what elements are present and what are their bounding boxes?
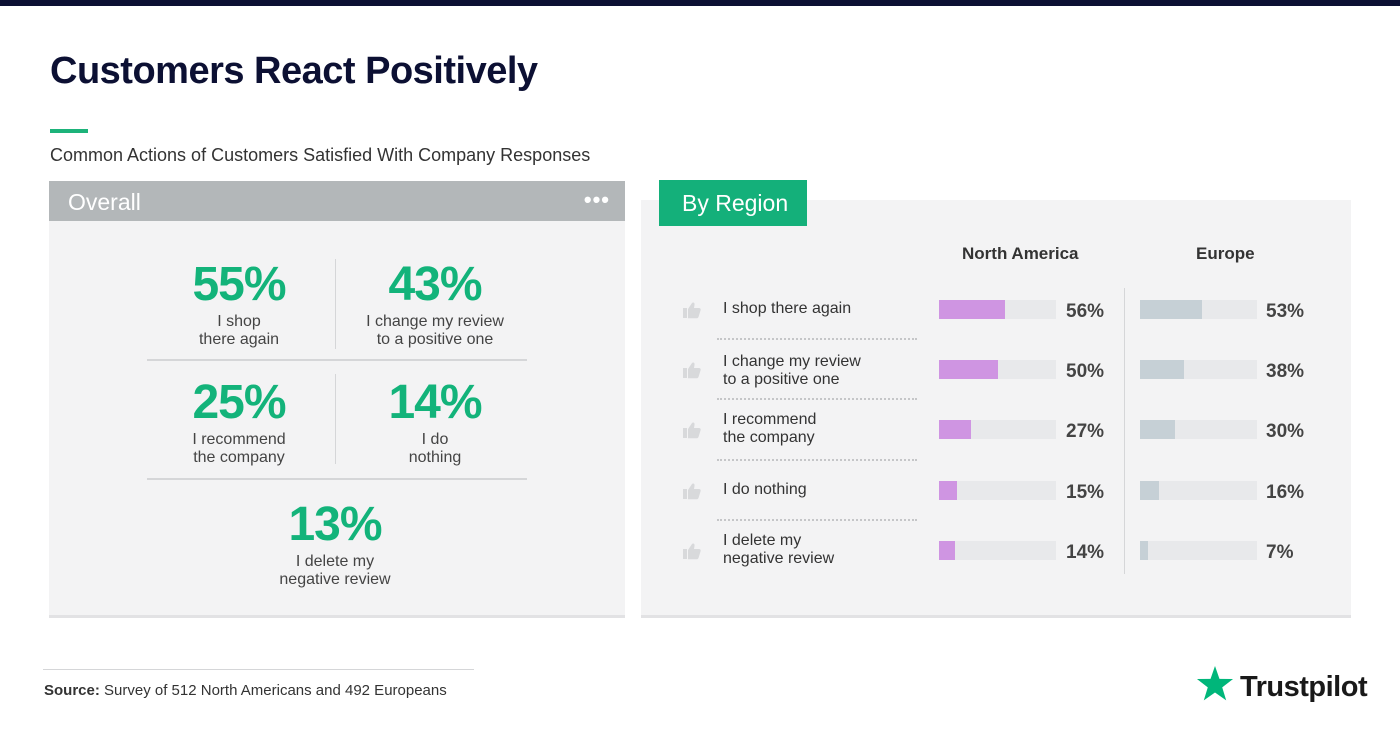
- bar-track: [939, 420, 1056, 439]
- more-options-icon[interactable]: •••: [583, 187, 610, 212]
- page-title: Customers React Positively: [50, 50, 538, 92]
- source-rule: [43, 669, 474, 670]
- source-note: Source: Survey of 512 North Americans an…: [44, 682, 447, 699]
- bar-track: [1140, 420, 1257, 439]
- column-divider: [1124, 288, 1125, 574]
- thumbs-up-icon: [683, 543, 701, 560]
- thumbs-up-icon: [683, 422, 701, 439]
- stat-value: 43%: [388, 258, 482, 311]
- thumbs-up-icon: [683, 483, 701, 500]
- stat-label: I delete my negative review: [279, 553, 391, 588]
- region-row-label: I do nothing: [723, 481, 807, 498]
- bar-track: [1140, 300, 1257, 319]
- europe-value: 38%: [1266, 361, 1305, 382]
- bar-track: [1140, 360, 1257, 379]
- bar-track: [939, 541, 1056, 560]
- north-america-value: 27%: [1066, 421, 1105, 442]
- overall-title: Overall: [68, 189, 141, 215]
- stat-label: I change my review to a positive one: [366, 313, 504, 348]
- europe-value: 7%: [1266, 542, 1294, 563]
- row-separator: [717, 338, 917, 340]
- overall-panel: Overall ••• 55% I shop there again 43% I…: [49, 181, 625, 618]
- trustpilot-wordmark: Trustpilot: [1240, 671, 1368, 703]
- europe-value: 30%: [1266, 421, 1305, 442]
- bar-track: [1140, 541, 1257, 560]
- region-tab-label: By Region: [682, 190, 789, 216]
- europe-bar: [1140, 420, 1175, 439]
- stat-value: 55%: [192, 258, 286, 311]
- europe-bar: [1140, 300, 1202, 319]
- bar-track: [1140, 481, 1257, 500]
- north-america-bar: [939, 420, 971, 439]
- stat-label: I do nothing: [408, 431, 462, 466]
- source-text: Survey of 512 North Americans and 492 Eu…: [104, 682, 447, 699]
- column-header-europe: Europe: [1196, 244, 1255, 263]
- north-america-value: 14%: [1066, 542, 1105, 563]
- north-america-value: 15%: [1066, 482, 1105, 503]
- europe-bar: [1140, 360, 1184, 379]
- europe-bar: [1140, 541, 1148, 560]
- stat-divider: [147, 478, 527, 480]
- stat-label: I shop there again: [198, 313, 280, 348]
- thumbs-up-icon: [683, 302, 701, 319]
- overall-stat: 43% I change my review to a positive one: [340, 261, 530, 349]
- region-tab[interactable]: By Region: [659, 180, 807, 226]
- region-row-label: I recommend the company: [723, 411, 817, 446]
- region-row-label: I delete my negative review: [723, 532, 835, 567]
- north-america-bar: [939, 481, 957, 500]
- region-row-label: I change my review to a positive one: [723, 353, 861, 388]
- stat-divider: [147, 359, 527, 361]
- overall-header: Overall •••: [49, 181, 625, 221]
- top-bar: [0, 0, 1400, 6]
- region-row-label: I shop there again: [723, 300, 852, 317]
- bar-track: [939, 360, 1056, 379]
- europe-value: 16%: [1266, 482, 1305, 503]
- source-label: Source:: [44, 682, 100, 699]
- north-america-bar: [939, 300, 1005, 319]
- column-header-north-america: North America: [962, 244, 1079, 263]
- europe-bar: [1140, 481, 1159, 500]
- north-america-bar: [939, 541, 955, 560]
- bar-track: [939, 300, 1056, 319]
- stat-value: 13%: [288, 498, 382, 551]
- overall-stat: 13% I delete my negative review: [240, 501, 430, 589]
- overall-stat: 25% I recommend the company: [144, 379, 334, 467]
- overall-stat: 55% I shop there again: [144, 261, 334, 349]
- north-america-bar: [939, 360, 998, 379]
- north-america-value: 56%: [1066, 301, 1105, 322]
- stat-divider: [335, 374, 336, 464]
- row-separator: [717, 398, 917, 400]
- star-icon: [1196, 665, 1234, 701]
- overall-stat: 14% I do nothing: [340, 379, 530, 467]
- row-separator: [717, 459, 917, 461]
- stat-divider: [335, 259, 336, 349]
- title-accent-line: [50, 129, 88, 133]
- page-subtitle: Common Actions of Customers Satisfied Wi…: [50, 145, 591, 165]
- stat-label: I recommend the company: [192, 431, 286, 466]
- europe-value: 53%: [1266, 301, 1305, 322]
- row-separator: [717, 519, 917, 521]
- trustpilot-logo: Trustpilot: [1196, 665, 1376, 709]
- stat-value: 25%: [192, 376, 286, 429]
- thumbs-up-icon: [683, 362, 701, 379]
- north-america-value: 50%: [1066, 361, 1105, 382]
- stat-value: 14%: [388, 376, 482, 429]
- bar-track: [939, 481, 1056, 500]
